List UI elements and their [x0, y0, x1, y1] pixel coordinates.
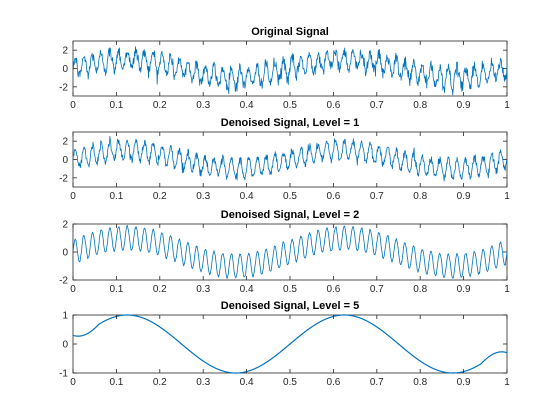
x-tick-label: 0.8 [413, 377, 427, 388]
x-tick-label: 0.1 [109, 100, 123, 111]
x-tick-label: 0 [70, 377, 76, 388]
x-tick-label: 0.2 [153, 100, 167, 111]
signal-line [72, 135, 508, 182]
x-tick-label: 0.7 [370, 284, 384, 295]
y-tick-label: 0 [62, 248, 68, 259]
x-tick-label: 0.8 [413, 100, 427, 111]
y-tick-label: 2 [62, 137, 68, 148]
x-tick-label: 0 [70, 100, 76, 111]
x-tick-label: 0.7 [370, 377, 384, 388]
x-tick-label: 0.4 [240, 377, 254, 388]
x-tick-label: 0.8 [413, 191, 427, 202]
x-tick-label: 0.4 [240, 100, 254, 111]
subplot-title: Denoised Signal, Level = 1 [221, 117, 359, 129]
x-tick-label: 0.2 [153, 191, 167, 202]
x-tick-label: 0.9 [457, 284, 471, 295]
subplot-2: Denoised Signal, Level = 1 0 0.1 0.2 0.3 0.4 0… [59, 117, 510, 202]
x-tick-label: 0.4 [240, 191, 254, 202]
x-tick-label: 0.3 [196, 191, 210, 202]
x-tick-label: 0.5 [283, 284, 297, 295]
x-tick-label: 0 [70, 284, 76, 295]
x-tick-label: 0.7 [370, 100, 384, 111]
subplot-title: Denoised Signal, Level = 5 [221, 300, 359, 312]
x-tick-label: 0.6 [326, 284, 340, 295]
x-tick-label: 0.1 [109, 284, 123, 295]
signal-line [72, 314, 508, 374]
subplot-title: Denoised Signal, Level = 2 [221, 209, 359, 221]
x-tick-label: 0.7 [370, 191, 384, 202]
x-tick-label: 0.5 [283, 377, 297, 388]
x-tick-label: 0.6 [326, 191, 340, 202]
x-tick-label: 0.1 [109, 377, 123, 388]
y-tick-label: 2 [62, 220, 68, 231]
x-tick-label: 0.3 [196, 100, 210, 111]
x-tick-label: 0.2 [153, 377, 167, 388]
x-tick-label: 1 [504, 284, 510, 295]
x-tick-label: 0.9 [457, 100, 471, 111]
y-tick-label: 0 [62, 340, 68, 351]
x-tick-label: 1 [504, 100, 510, 111]
subplot-title: Original Signal [251, 26, 329, 38]
x-tick-label: 0.6 [326, 100, 340, 111]
subplot-3: Denoised Signal, Level = 2 0 0.1 0.2 0.3 0.4 0… [59, 209, 510, 295]
signal-line [72, 224, 508, 280]
x-tick-label: 0.9 [457, 377, 471, 388]
x-tick-label: 0.3 [196, 284, 210, 295]
y-tick-label: -2 [59, 276, 68, 287]
x-tick-label: 0.9 [457, 191, 471, 202]
y-tick-label: 0 [62, 155, 68, 166]
subplot-4: Denoised Signal, Level = 5 0 0.1 0.2 0.3 0.4 0… [59, 300, 510, 388]
x-tick-label: 0.5 [283, 100, 297, 111]
x-tick-label: 0 [70, 191, 76, 202]
signal-line [72, 46, 508, 96]
subplot-1: Original Signal 0 0.1 0.2 0.3 0.4 0.5 0.6 0.7 0.8… [59, 26, 510, 111]
x-tick-label: 0.8 [413, 284, 427, 295]
y-tick-label: 1 [62, 311, 68, 322]
y-tick-label: 0 [62, 64, 68, 75]
x-tick-label: 0.2 [153, 284, 167, 295]
x-tick-label: 0.4 [240, 284, 254, 295]
x-tick-label: 0.3 [196, 377, 210, 388]
y-tick-label: -2 [59, 173, 68, 184]
y-tick-label: -2 [59, 82, 68, 93]
x-tick-label: 1 [504, 377, 510, 388]
x-tick-label: 1 [504, 191, 510, 202]
x-tick-label: 0.5 [283, 191, 297, 202]
x-tick-label: 0.1 [109, 191, 123, 202]
y-tick-label: -1 [59, 369, 68, 380]
x-tick-label: 0.6 [326, 377, 340, 388]
y-tick-label: 2 [62, 46, 68, 57]
